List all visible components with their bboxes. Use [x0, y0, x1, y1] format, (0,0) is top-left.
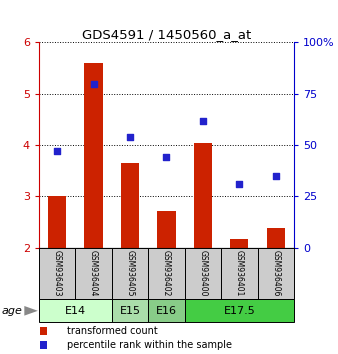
- Bar: [230, 239, 248, 248]
- Point: [237, 181, 242, 187]
- Bar: [40, 342, 47, 349]
- Text: GSM936405: GSM936405: [125, 250, 135, 297]
- Bar: [39, 299, 112, 322]
- Text: E14: E14: [65, 306, 86, 316]
- Title: GDS4591 / 1450560_a_at: GDS4591 / 1450560_a_at: [82, 28, 251, 41]
- Text: GSM936403: GSM936403: [53, 250, 62, 297]
- Bar: [40, 327, 47, 335]
- Point: [164, 155, 169, 160]
- Bar: [39, 248, 75, 299]
- Text: E17.5: E17.5: [223, 306, 255, 316]
- Polygon shape: [24, 306, 38, 316]
- Bar: [221, 248, 258, 299]
- Bar: [185, 299, 294, 322]
- Point: [54, 148, 60, 154]
- Text: transformed count: transformed count: [67, 326, 157, 336]
- Point: [91, 81, 96, 86]
- Bar: [267, 228, 285, 248]
- Bar: [158, 211, 175, 248]
- Text: E15: E15: [120, 306, 141, 316]
- Point: [273, 173, 279, 179]
- Bar: [112, 248, 148, 299]
- Text: GSM936402: GSM936402: [162, 250, 171, 297]
- Bar: [84, 63, 103, 248]
- Point: [127, 134, 133, 140]
- Bar: [258, 248, 294, 299]
- Bar: [194, 143, 212, 248]
- Text: E16: E16: [156, 306, 177, 316]
- Text: GSM936406: GSM936406: [271, 250, 280, 297]
- Bar: [48, 196, 66, 248]
- Bar: [148, 248, 185, 299]
- Text: GSM936401: GSM936401: [235, 250, 244, 297]
- Bar: [112, 299, 148, 322]
- Bar: [75, 248, 112, 299]
- Bar: [121, 163, 139, 248]
- Bar: [148, 299, 185, 322]
- Bar: [185, 248, 221, 299]
- Point: [200, 118, 206, 123]
- Text: GSM936400: GSM936400: [198, 250, 208, 297]
- Text: age: age: [2, 306, 23, 316]
- Text: GSM936404: GSM936404: [89, 250, 98, 297]
- Text: percentile rank within the sample: percentile rank within the sample: [67, 341, 232, 350]
